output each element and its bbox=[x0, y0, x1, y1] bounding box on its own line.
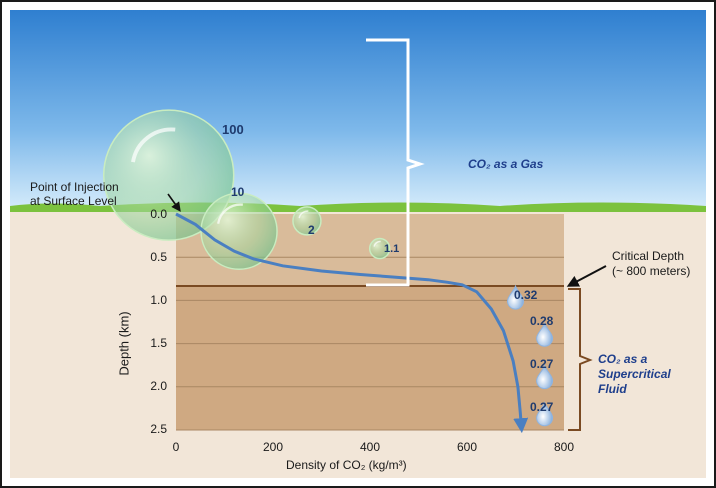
bubble-value-label: 100 bbox=[222, 122, 244, 137]
injection-label-line1: Point of Injection bbox=[30, 180, 119, 194]
bubble-highlight bbox=[131, 127, 176, 163]
bubble-value-label: 10 bbox=[231, 185, 245, 199]
y-tick-label: 2.0 bbox=[150, 379, 167, 393]
droplet-value-label: 0.32 bbox=[514, 288, 538, 302]
bubble-value-label: 1.1 bbox=[384, 243, 400, 255]
density-curve bbox=[175, 212, 529, 434]
bubble-highlight bbox=[298, 210, 309, 219]
y-tick-label: 0.5 bbox=[150, 250, 167, 264]
gas-phase-label: CO₂ as a Gas bbox=[468, 157, 544, 171]
co2-bubbles bbox=[102, 109, 554, 427]
droplet-value-label: 0.28 bbox=[530, 314, 554, 328]
gas-bubble bbox=[292, 206, 322, 236]
supercritical-droplet bbox=[506, 284, 525, 310]
critical-depth-label-line1: Critical Depth bbox=[612, 249, 685, 263]
lower-soil-layer bbox=[176, 286, 564, 430]
supercritical-bracket bbox=[568, 288, 593, 431]
droplet-value-label: 0.27 bbox=[530, 357, 554, 371]
x-axis-label: Density of CO₂ (kg/m³) bbox=[286, 458, 407, 472]
supercritical-label-line1: CO₂ as a bbox=[598, 352, 648, 366]
y-tick-label: 1.5 bbox=[150, 336, 167, 350]
bubble-value-label: 2 bbox=[308, 223, 315, 237]
droplet-value-label: 0.27 bbox=[530, 400, 554, 414]
gas-bubble bbox=[200, 192, 278, 271]
x-tick-label: 0 bbox=[172, 440, 180, 454]
injection-label-line2: at Surface Level bbox=[30, 194, 117, 208]
gas-bracket bbox=[366, 38, 425, 287]
bubble-highlight bbox=[373, 240, 381, 247]
critical-depth-label-line2: (~ 800 meters) bbox=[612, 264, 691, 278]
injection-arrow bbox=[167, 193, 181, 212]
y-tick-label: 2.5 bbox=[150, 422, 167, 436]
supercritical-droplet bbox=[536, 401, 554, 427]
supercritical-droplet bbox=[536, 321, 554, 347]
y-tick-label: 0.0 bbox=[150, 207, 167, 221]
x-tick-label: 600 bbox=[456, 440, 478, 454]
gas-bubble bbox=[102, 109, 235, 241]
bubble-highlight bbox=[217, 203, 243, 224]
y-axis-label: Depth (km) bbox=[116, 311, 132, 376]
supercritical-label-line3: Fluid bbox=[598, 382, 627, 396]
x-tick-label: 200 bbox=[262, 440, 284, 454]
x-tick-label: 800 bbox=[553, 440, 575, 454]
supercritical-label-line2: Supercritical bbox=[598, 367, 671, 381]
x-tick-label: 400 bbox=[359, 440, 381, 454]
critical-depth-arrow bbox=[566, 265, 607, 287]
supercritical-droplet bbox=[536, 363, 554, 389]
y-tick-label: 1.0 bbox=[150, 293, 167, 307]
